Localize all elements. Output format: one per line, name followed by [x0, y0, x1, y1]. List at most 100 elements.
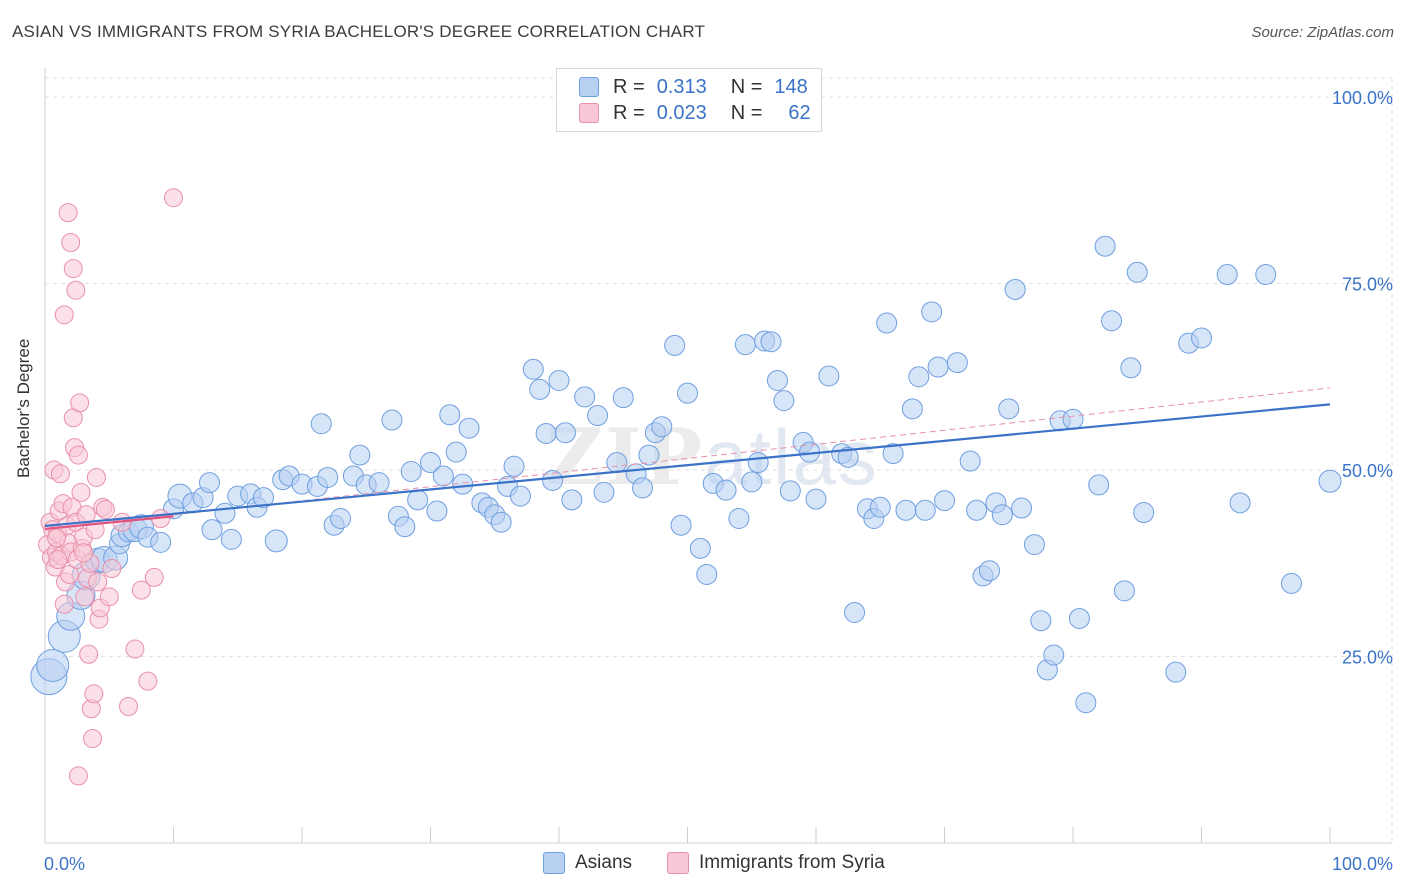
- asian-point: [593, 481, 615, 503]
- x-tick-label: 0.0%: [44, 854, 85, 874]
- asian-point: [439, 404, 461, 426]
- asian-point: [844, 601, 866, 623]
- asian-point: [612, 387, 634, 409]
- legend-row-asians: R = 0.313 N = 148: [579, 75, 808, 99]
- syria-point: [66, 280, 86, 300]
- chart-title: ASIAN VS IMMIGRANTS FROM SYRIA BACHELOR'…: [12, 22, 706, 41]
- asian-point: [882, 443, 904, 465]
- asian-point: [426, 500, 448, 522]
- asian-point: [214, 502, 236, 524]
- legend-swatch-syria: [579, 103, 599, 123]
- asian-point: [36, 648, 70, 682]
- asian-point: [535, 422, 557, 444]
- syria-point: [86, 467, 106, 487]
- syria-point: [75, 587, 95, 607]
- legend-n-label: N =: [730, 101, 763, 124]
- y-tick-label: 100.0%: [1332, 88, 1393, 108]
- bottom-legend-label-asians: Asians: [575, 852, 633, 873]
- asian-point: [914, 499, 936, 521]
- asian-point: [959, 450, 981, 472]
- asian-point: [895, 499, 917, 521]
- asian-point: [349, 444, 371, 466]
- asian-point: [394, 516, 416, 538]
- asian-trend-line: [44, 403, 1331, 528]
- asian-point: [606, 452, 628, 474]
- y-tick-label: 75.0%: [1342, 275, 1393, 295]
- asian-point: [509, 485, 531, 507]
- asian-point: [632, 477, 654, 499]
- bottom-legend-swatch-syria: [667, 852, 689, 874]
- asian-point: [734, 334, 756, 356]
- asian-point: [381, 409, 403, 431]
- asian-point: [741, 471, 763, 493]
- asian-point: [1113, 580, 1135, 602]
- asian-point: [1255, 264, 1277, 286]
- asian-point: [638, 444, 660, 466]
- syria-point: [54, 305, 74, 325]
- asian-point: [1318, 469, 1342, 493]
- asian-point: [869, 496, 891, 518]
- asian-point: [991, 504, 1013, 526]
- legend-r-value: 0.313: [656, 75, 707, 98]
- legend-r-value: 0.023: [656, 101, 707, 124]
- asian-point: [150, 531, 172, 553]
- bottom-legend-label-syria: Immigrants from Syria: [699, 852, 885, 873]
- asian-point: [978, 560, 1000, 582]
- syria-point: [164, 188, 183, 208]
- asian-point: [587, 405, 609, 427]
- asian-point: [651, 416, 673, 438]
- asian-point: [432, 465, 454, 487]
- syria-point: [88, 572, 108, 592]
- legend-row-syria: R = 0.023 N = 62: [579, 101, 811, 125]
- asian-point: [1030, 610, 1052, 632]
- asian-point: [779, 480, 801, 502]
- asian-point: [998, 398, 1020, 420]
- asian-point: [252, 487, 274, 509]
- asian-point: [548, 369, 570, 391]
- asian-point: [1004, 278, 1026, 300]
- syria-point: [83, 729, 103, 749]
- asian-point: [728, 507, 750, 529]
- syria-point: [63, 259, 83, 279]
- bottom-legend-swatch-asians: [543, 852, 565, 874]
- y-tick-label: 25.0%: [1342, 648, 1393, 668]
- asian-point: [946, 352, 968, 374]
- legend-r-label: R =: [613, 101, 645, 124]
- syria-point: [48, 550, 68, 570]
- syria-point: [61, 232, 81, 252]
- asian-point: [458, 417, 480, 439]
- asian-point: [760, 331, 782, 353]
- asian-point: [927, 356, 949, 378]
- asian-point: [310, 413, 332, 435]
- syria-trend-line: [44, 515, 174, 531]
- syria-point: [50, 464, 70, 484]
- syria-point: [47, 528, 67, 548]
- asian-point: [747, 452, 769, 474]
- asian-point: [503, 455, 525, 477]
- asian-point: [1229, 492, 1251, 514]
- asian-point: [664, 334, 686, 356]
- syria-point: [74, 543, 94, 563]
- asian-point: [201, 519, 223, 541]
- asian-point: [1101, 310, 1123, 332]
- syria-point: [102, 558, 122, 578]
- legend-n-label: N =: [730, 75, 763, 98]
- source-label: Source: ZipAtlas.com: [1251, 24, 1394, 41]
- syria-point: [99, 587, 119, 607]
- asian-point: [420, 452, 441, 474]
- y-tick-label: 50.0%: [1342, 461, 1393, 481]
- asian-point: [542, 469, 564, 491]
- asian-point: [529, 378, 551, 400]
- syria-point: [58, 203, 78, 223]
- asian-point: [934, 490, 955, 512]
- asian-point: [1011, 497, 1033, 519]
- asian-point: [696, 563, 718, 585]
- asian-point: [220, 528, 242, 550]
- stats-legend: R = 0.313 N = 148 R = 0.023 N = 62: [556, 68, 822, 132]
- asian-point: [901, 398, 923, 420]
- asian-point: [1043, 644, 1065, 666]
- asian-point: [317, 466, 339, 488]
- asian-point: [773, 390, 795, 412]
- y-axis-label: Bachelor's Degree: [14, 338, 33, 478]
- asian-point: [198, 472, 220, 494]
